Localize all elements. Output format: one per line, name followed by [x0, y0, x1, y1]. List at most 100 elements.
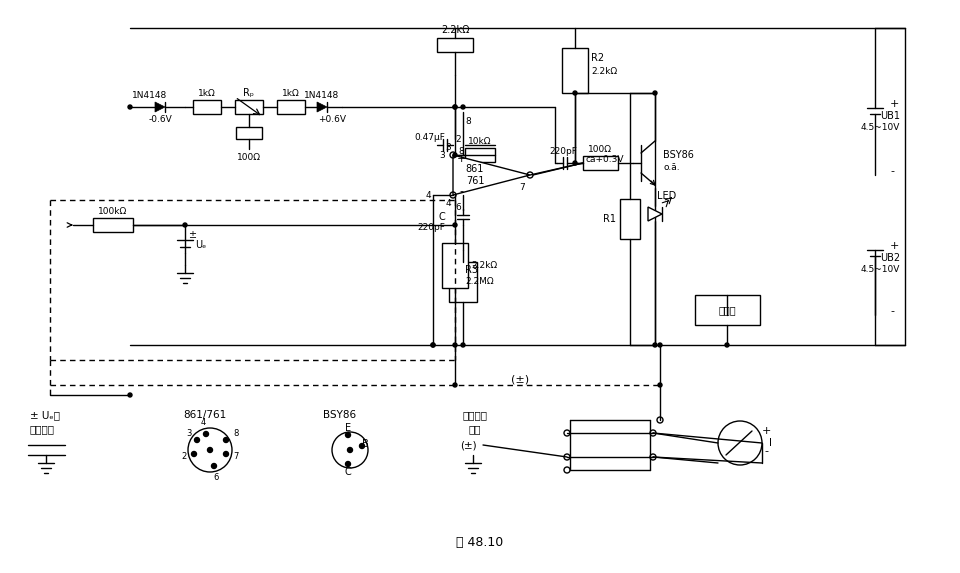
- Bar: [236, 127, 262, 139]
- Circle shape: [191, 452, 197, 457]
- Text: 7: 7: [233, 452, 238, 461]
- Circle shape: [573, 91, 577, 95]
- Text: BSY86: BSY86: [324, 410, 356, 420]
- Circle shape: [431, 343, 435, 347]
- Circle shape: [453, 223, 457, 227]
- Text: Uₑ: Uₑ: [195, 240, 206, 250]
- Text: ca+0.3V: ca+0.3V: [585, 155, 623, 163]
- Text: 100kΩ: 100kΩ: [98, 207, 128, 217]
- Text: LED: LED: [658, 191, 677, 201]
- Text: ± Uₑ自: ± Uₑ自: [30, 410, 60, 420]
- Circle shape: [658, 343, 662, 347]
- Text: Rₚ: Rₚ: [244, 88, 254, 98]
- Text: R3: R3: [465, 265, 478, 275]
- Circle shape: [653, 343, 657, 347]
- Text: 8: 8: [465, 117, 470, 127]
- Text: UB2: UB2: [880, 253, 900, 263]
- Text: BSY86: BSY86: [663, 150, 694, 160]
- Bar: [437, 38, 473, 52]
- Text: R2: R2: [591, 53, 604, 63]
- Circle shape: [431, 343, 435, 347]
- Circle shape: [453, 343, 457, 347]
- Text: 761: 761: [466, 176, 484, 186]
- Text: 3: 3: [445, 143, 451, 151]
- Text: 2.2MΩ: 2.2MΩ: [465, 277, 493, 286]
- Text: R1: R1: [603, 214, 616, 224]
- Text: -0.6V: -0.6V: [148, 116, 172, 124]
- Circle shape: [204, 431, 208, 437]
- Text: I: I: [769, 438, 772, 448]
- Circle shape: [346, 461, 350, 466]
- Bar: [583, 156, 618, 170]
- Circle shape: [453, 153, 457, 157]
- Text: 3: 3: [440, 151, 445, 159]
- Circle shape: [224, 438, 228, 442]
- Polygon shape: [453, 155, 530, 195]
- Text: +: +: [890, 241, 900, 251]
- Text: -: -: [764, 446, 768, 456]
- Text: 图 48.10: 图 48.10: [456, 536, 504, 550]
- Text: 3: 3: [186, 429, 192, 438]
- Text: -: -: [890, 166, 894, 176]
- Bar: [562, 48, 588, 93]
- Circle shape: [224, 452, 228, 457]
- Text: 10kΩ: 10kΩ: [468, 136, 492, 146]
- Text: 4: 4: [201, 418, 206, 427]
- Text: 2: 2: [455, 135, 461, 144]
- Text: 4.5~10V: 4.5~10V: [860, 265, 900, 274]
- Bar: [93, 218, 133, 232]
- Text: 1kΩ: 1kΩ: [282, 88, 300, 97]
- Text: C: C: [345, 467, 351, 477]
- Circle shape: [128, 105, 132, 109]
- Text: 1N4148: 1N4148: [132, 91, 168, 100]
- Circle shape: [183, 223, 187, 227]
- Text: o.ā.: o.ā.: [663, 163, 680, 171]
- Text: 6: 6: [455, 202, 461, 211]
- Text: 2.2kΩ: 2.2kΩ: [441, 25, 469, 35]
- Text: 220pF: 220pF: [549, 147, 577, 155]
- Circle shape: [348, 448, 352, 453]
- Text: -: -: [459, 186, 463, 196]
- Circle shape: [725, 343, 729, 347]
- Circle shape: [359, 444, 365, 449]
- Text: 测量输出: 测量输出: [30, 424, 55, 434]
- Circle shape: [453, 105, 457, 109]
- Bar: [277, 100, 305, 114]
- Bar: [235, 100, 263, 114]
- Circle shape: [195, 438, 200, 442]
- Text: 220pF: 220pF: [418, 222, 445, 231]
- Circle shape: [653, 91, 657, 95]
- Text: 8: 8: [233, 429, 238, 438]
- Text: (±): (±): [511, 375, 529, 385]
- Text: (±): (±): [460, 440, 476, 450]
- Text: -: -: [890, 306, 894, 316]
- Text: 1kΩ: 1kΩ: [198, 88, 216, 97]
- Circle shape: [207, 448, 212, 453]
- Text: +: +: [890, 99, 900, 109]
- Bar: [193, 100, 221, 114]
- Text: UB1: UB1: [880, 111, 900, 121]
- Text: 2: 2: [181, 452, 187, 461]
- Bar: [449, 262, 477, 302]
- Text: 2.2kΩ: 2.2kΩ: [591, 68, 617, 77]
- Text: 自显示放: 自显示放: [463, 410, 488, 420]
- Text: ±: ±: [188, 230, 196, 240]
- Polygon shape: [155, 102, 165, 112]
- Circle shape: [346, 433, 350, 438]
- Text: 8: 8: [458, 147, 464, 155]
- Circle shape: [461, 105, 465, 109]
- Circle shape: [211, 464, 217, 469]
- Text: E: E: [345, 423, 351, 433]
- Circle shape: [453, 105, 457, 109]
- Text: 4: 4: [425, 190, 431, 199]
- Text: C: C: [439, 212, 445, 222]
- Text: 6: 6: [214, 473, 219, 482]
- Text: 861/761: 861/761: [183, 410, 227, 420]
- Bar: [620, 199, 640, 239]
- Text: 0.47µF: 0.47µF: [415, 132, 445, 142]
- Text: +: +: [761, 426, 771, 436]
- Text: 4: 4: [445, 198, 451, 207]
- Circle shape: [461, 343, 465, 347]
- Bar: [695, 295, 760, 325]
- Text: 861: 861: [466, 164, 484, 174]
